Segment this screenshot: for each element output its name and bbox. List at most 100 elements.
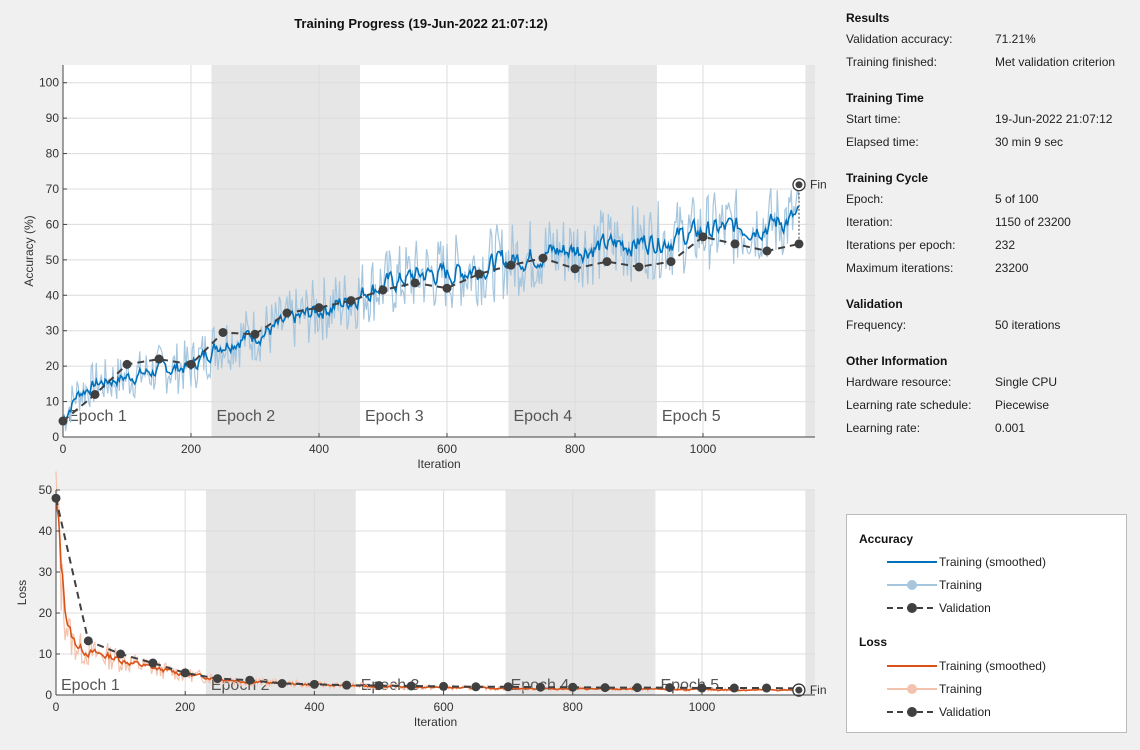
- y-tick-label: 100: [39, 76, 59, 90]
- x-tick-label: 0: [60, 442, 67, 456]
- info-row: Learning rate schedule: Piecewise: [846, 394, 1136, 417]
- info-section: Results Validation accuracy: 71.21% Trainin…: [846, 8, 1136, 74]
- y-axis-label: Accuracy (%): [22, 215, 36, 286]
- y-tick-label: 0: [45, 688, 52, 702]
- info-section-title: Validation: [846, 297, 903, 311]
- x-tick-label: 600: [437, 442, 457, 456]
- validation-point: [154, 354, 164, 364]
- y-tick-label: 10: [46, 395, 60, 409]
- info-key: Iterations per epoch:: [846, 238, 956, 252]
- validation-point: [245, 675, 255, 685]
- info-key: Learning rate:: [846, 421, 921, 435]
- validation-series: [62, 235, 800, 422]
- validation-point: [474, 269, 484, 279]
- validation-point: [538, 253, 548, 263]
- validation-point: [568, 682, 578, 692]
- legend-acc-training-swatch: [887, 580, 937, 590]
- validation-point: [314, 303, 324, 313]
- validation-point: [90, 389, 100, 399]
- validation-point: [600, 683, 610, 693]
- legend-loss-title: Loss: [859, 635, 888, 649]
- validation-point: [410, 278, 420, 288]
- info-section: Validation Frequency: 50 iterations: [846, 294, 1136, 337]
- validation-point: [250, 329, 260, 339]
- legend-panel: Accuracy Training (smoothed) Training Va…: [846, 514, 1127, 733]
- epoch-label: Epoch 1: [68, 408, 127, 425]
- validation-point: [148, 658, 158, 668]
- validation-point: [762, 683, 772, 693]
- validation-point: [506, 260, 516, 270]
- loss-plot[interactable]: Epoch 1 Epoch 2 Epoch 3 Epoch 4 Epoch 5 Fin01…: [0, 471, 842, 742]
- legend-accuracy-title: Accuracy: [859, 532, 914, 546]
- y-tick-label: 40: [39, 524, 53, 538]
- y-tick-label: 50: [46, 253, 60, 267]
- x-tick-label: 800: [565, 442, 585, 456]
- validation-point: [186, 359, 196, 369]
- info-row: Validation accuracy: 71.21%: [846, 28, 1136, 51]
- x-tick-label: 400: [309, 442, 329, 456]
- legend-loss-validation-label: Validation: [939, 705, 991, 719]
- epoch-shade: [805, 490, 815, 695]
- y-axis-label: Loss: [15, 580, 29, 605]
- info-value: Piecewise: [995, 398, 1050, 412]
- x-tick-label: 1000: [690, 442, 717, 456]
- x-tick-label: 200: [181, 442, 201, 456]
- info-section-title: Results: [846, 11, 890, 25]
- legend-acc-training-label: Training: [939, 578, 982, 592]
- info-key: Frequency:: [846, 318, 907, 332]
- epoch-shade: [505, 490, 656, 695]
- final-label: Fin: [810, 178, 827, 192]
- y-tick-label: 60: [46, 217, 60, 231]
- info-value: Met validation criterion: [995, 55, 1116, 69]
- info-key: Elapsed time:: [846, 135, 919, 149]
- plot-area: [56, 490, 815, 695]
- info-section-title: Training Time: [846, 91, 924, 105]
- info-key: Learning rate schedule:: [846, 398, 972, 412]
- legend-loss-training: Training: [887, 679, 982, 699]
- validation-point: [218, 327, 228, 337]
- info-value: 23200: [995, 261, 1029, 275]
- legend-acc-validation: Validation: [887, 598, 991, 618]
- info-value: Single CPU: [995, 375, 1058, 389]
- epoch-label: Epoch 1: [61, 677, 120, 694]
- info-row: Maximum iterations: 23200: [846, 257, 1136, 280]
- validation-point: [632, 683, 642, 693]
- x-tick-label: 800: [563, 700, 583, 714]
- training-smoothed-series: [55, 495, 800, 692]
- validation-point: [439, 681, 449, 691]
- legend-loss-training-label: Training: [939, 682, 982, 696]
- validation-point: [406, 681, 416, 691]
- info-section-title: Other Information: [846, 354, 948, 368]
- legend-loss-smoothed-swatch: [887, 665, 937, 667]
- info-key: Training finished:: [846, 55, 937, 69]
- final-point: [795, 686, 803, 694]
- legend-acc-training: Training: [887, 575, 982, 595]
- validation-point: [346, 296, 356, 306]
- y-tick-label: 20: [46, 359, 60, 373]
- legend-loss-validation: Validation: [887, 702, 991, 722]
- validation-point: [602, 257, 612, 267]
- validation-point: [471, 682, 481, 692]
- validation-point: [277, 679, 287, 689]
- info-value: 232: [995, 238, 1016, 252]
- epoch-label: Epoch 5: [662, 408, 721, 425]
- info-row: Iterations per epoch: 232: [846, 234, 1136, 257]
- validation-point: [503, 682, 513, 692]
- validation-point: [697, 683, 707, 693]
- legend-acc-smoothed-label: Training (smoothed): [939, 555, 1046, 569]
- accuracy-plot[interactable]: Epoch 1 Epoch 2 Epoch 3 Epoch 4 Epoch 5 Fin 0 1…: [0, 55, 842, 475]
- validation-point: [729, 683, 739, 693]
- y-tick-label: 30: [46, 324, 60, 338]
- epoch-shade: [205, 490, 356, 695]
- y-tick-label: 0: [52, 430, 59, 444]
- info-value: 19-Jun-2022 21:07:12: [995, 112, 1113, 126]
- epoch-label: Epoch 3: [365, 408, 424, 425]
- info-key: Epoch:: [846, 192, 884, 206]
- info-row: Hardware resource: Single CPU: [846, 371, 1136, 394]
- legend-acc-smoothed-swatch: [887, 561, 937, 563]
- x-axis-label: Iteration: [414, 715, 457, 729]
- x-tick-label: 0: [53, 700, 60, 714]
- info-row: Frequency: 50 iterations: [846, 314, 1136, 337]
- y-tick-label: 30: [39, 565, 53, 579]
- validation-point: [698, 232, 708, 242]
